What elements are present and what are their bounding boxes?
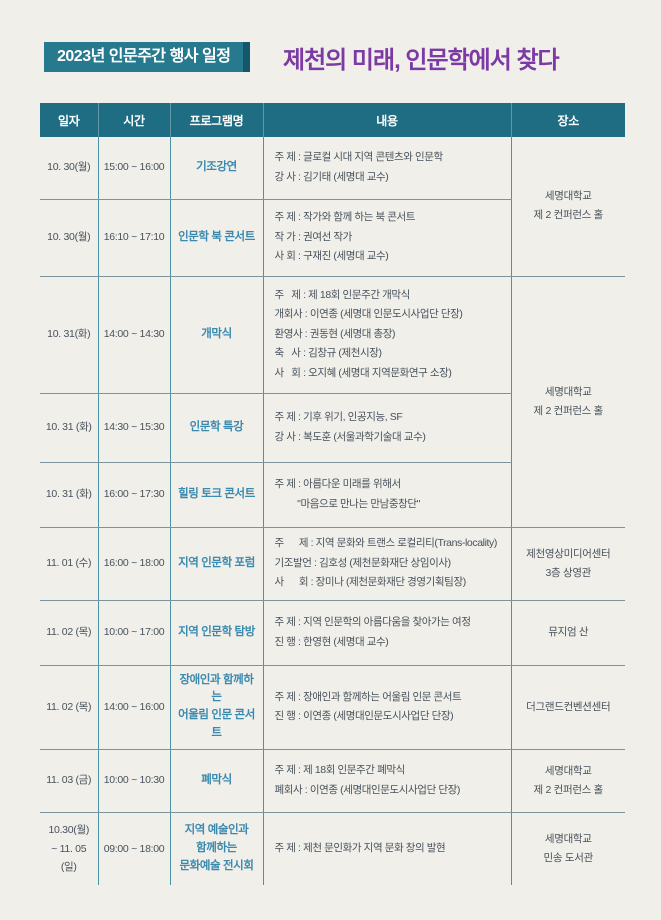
date-cell: 11. 02 (목) [40,665,99,750]
date-cell: 11. 01 (수) [40,527,99,601]
time-cell: 09:00 ~ 18:00 [98,812,171,886]
program-cell: 인문학 특강 [170,393,264,463]
location-cell: 세명대학교 제 2 컨퍼런스 홀 [511,137,625,277]
location-cell: 세명대학교 민송 도서관 [543,833,594,864]
location-cell: 제천영상미디어센터 3층 상영관 [511,527,625,601]
time-cell: 14:30 ~ 15:30 [98,393,171,463]
date-cell: 10. 31(화) [40,276,99,394]
content-cell: 주 제 : 아름다운 미래를 위해서 "마음으로 만나는 만남중창단" [263,462,512,528]
time-cell: 10:00 ~ 10:30 [98,749,171,813]
column-header: 장소 [511,103,625,137]
content-cell: 주 제 : 제 18회 인문주간 개막식 개회사 : 이연종 (세명대 인문도시… [263,276,512,394]
content-cell: 주 제 : 제 18회 인문주간 폐막식 폐회사 : 이연종 (세명대인문도시사… [263,749,512,813]
schedule-table: 일자 시간 프로그램명 내용 장소 10. 30(월) 15:00 ~ 16:00 기조강연… [40,103,625,886]
time-cell: 16:10 ~ 17:10 [98,199,171,277]
column-header: 내용 [263,103,512,137]
time-cell: 14:00 ~ 16:00 [98,665,171,750]
location-cell: 세명대학교 제 2 컨퍼런스 홀 [511,749,625,813]
date-cell: 10. 30(월) [40,199,99,277]
program-cell: 인문학 북 콘서트 [170,199,264,277]
table-row: 10. 30(월) 15:00 ~ 16:00 기조강연 주 제 : 글로컬 시대 지… [40,137,625,277]
table-row: 11. 03 (금) 10:00 ~ 10:30 폐막식 주 제 : 제 18회 인문… [40,749,625,813]
content-cell: 주 제 : 기후 위기, 인공지능, SF 강 사 : 복도훈 (서울과학기술대… [263,393,512,463]
content-cell: 주 제 : 지역 문화와 트랜스 로컬리티(Trans-locality) 기조… [263,527,512,601]
column-header: 프로그램명 [170,103,264,137]
table-row: 11. 02 (목) 10:00 ~ 17:00 지역 인문학 탐방 주 제 : 지역… [40,600,625,666]
date-cell: 11. 02 (목) [40,600,99,666]
date-cell: 10. 30(월) [40,137,99,200]
date-cell: 10. 31 (화) [40,462,99,528]
time-cell: 16:00 ~ 17:30 [98,462,171,528]
content-cell: 주 제 : 지역 인문학의 아름다움을 찾아가는 여정 진 행 : 한영현 (세… [263,600,512,666]
header-row: 일자 시간 프로그램명 내용 장소 [40,103,625,137]
program-cell: 기조강연 [170,137,264,200]
program-cell: 힐링 토크 콘서트 [170,462,264,528]
table-row: 11. 02 (목) 14:00 ~ 16:00 장애인과 함께하는 어울림 인문 … [40,665,625,750]
table-row: 10. 31(화) 14:00 ~ 14:30 개막식 주 제 : 제 18회 인문주… [40,276,625,528]
program-cell: 폐막식 [170,749,264,813]
program-cell: 지역 예술인과 함께하는 문화예술 전시회 [170,812,264,886]
time-cell: 14:00 ~ 14:30 [98,276,171,394]
time-cell: 10:00 ~ 17:00 [98,600,171,666]
column-header: 일자 [40,103,99,137]
location-cell: 세명대학교 제 2 컨퍼런스 홀 [511,276,625,528]
table-row: 10. 31 (화) 16:00 ~ 17:30 힐링 토크 콘서트 주 제 : 아름… [40,462,625,528]
schedule-badge: 2023년 인문주간 행사 일정 [44,42,251,72]
date-cell: 11. 03 (금) [40,749,99,813]
content-cell: 주 제 : 작가와 함께 하는 북 콘서트 작 가 : 권여선 작가 사 회 :… [263,199,512,277]
table-row: 10.30(월) ~ 11. 05 (일) 09:00 ~ 18:00 지역 예술인… [40,812,625,886]
column-header: 시간 [98,103,171,137]
table-row: 10. 30(월) 16:10 ~ 17:10 인문학 북 콘서트 주 제 : 작가와… [40,199,625,277]
content-cell: 주 제 : 제천 문인화가 지역 문화 창의 발현 [263,812,512,886]
page-title: 제천의 미래, 인문학에서 찾다 [283,47,560,74]
content-cell: 주 제 : 글로컬 시대 지역 콘텐츠와 인문학 강 사 : 김기태 (세명대 … [263,137,512,200]
time-cell: 16:00 ~ 18:00 [98,527,171,601]
table-row: 10. 31 (화) 14:30 ~ 15:30 인문학 특강 주 제 : 기후 위기… [40,393,625,463]
program-cell: 개막식 [170,276,264,394]
table-row: 11. 01 (수) 16:00 ~ 18:00 지역 인문학 포럼 주 제 : 지역… [40,527,625,601]
content-cell: 주 제 : 장애인과 함께하는 어울림 인문 콘서트 진 행 : 이연종 (세명… [263,665,512,750]
date-cell: 10.30(월) ~ 11. 05 (일) [40,812,99,886]
date-cell: 10. 31 (화) [40,393,99,463]
program-cell: 장애인과 함께하는 어울림 인문 콘서트 [170,665,264,750]
schedule-body: 10. 30(월) 15:00 ~ 16:00 기조강연 주 제 : 글로컬 시대 지… [40,137,625,886]
location-cell: 뮤지엄 산 [511,600,625,666]
program-cell: 지역 인문학 포럼 [170,527,264,601]
time-cell: 15:00 ~ 16:00 [98,137,171,200]
location-cell: 더그랜드컨벤션센터 [511,665,625,750]
program-cell: 지역 인문학 탐방 [170,600,264,666]
